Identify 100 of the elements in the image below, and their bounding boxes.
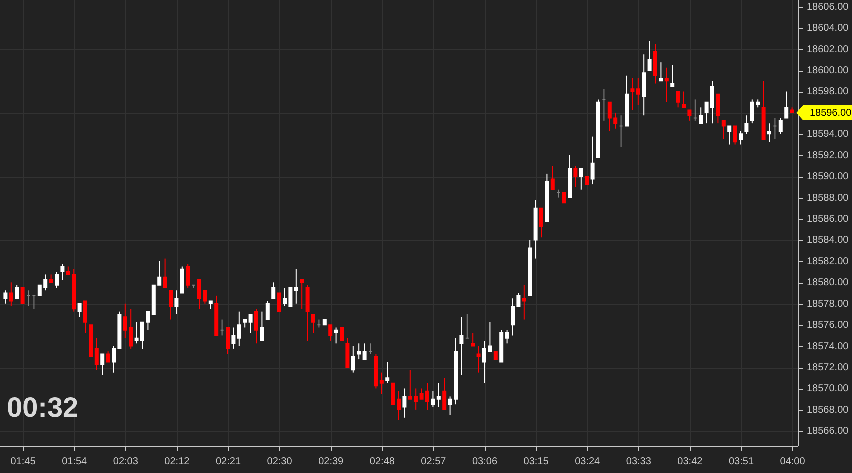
candlestick	[260, 311, 264, 342]
candlestick	[84, 300, 88, 334]
candlestick	[636, 78, 640, 106]
candlestick	[716, 94, 720, 124]
candlestick	[590, 136, 595, 186]
y-tick-label: 18568.00	[807, 404, 850, 416]
candlestick	[664, 67, 669, 103]
candlestick	[20, 287, 25, 304]
candlestick	[306, 284, 310, 342]
candlestick	[272, 282, 276, 300]
candlestick	[733, 126, 738, 146]
y-tick-label: 18606.00	[807, 2, 850, 13]
x-tick-label: 03:24	[575, 456, 601, 468]
candlestick	[784, 91, 789, 119]
candlestick	[237, 311, 242, 347]
candlestick	[699, 107, 704, 124]
candlestick	[351, 346, 356, 374]
candlestick	[174, 290, 179, 315]
candlestick	[163, 258, 168, 288]
annotation: 00:32	[7, 392, 79, 423]
candlestick	[277, 292, 282, 312]
candlestick	[226, 327, 230, 355]
x-tick-label: 01:54	[62, 456, 88, 468]
candlestick	[340, 327, 344, 342]
y-tick-label: 18600.00	[807, 66, 850, 77]
x-tick-label: 03:51	[728, 456, 754, 468]
y-tick-label: 18602.00	[807, 44, 850, 56]
candlestick	[346, 338, 350, 368]
x-tick-label: 02:30	[267, 456, 293, 468]
candlestick	[180, 266, 184, 294]
x-tick-label: 02:57	[421, 456, 447, 468]
candlestick	[778, 118, 783, 135]
candlestick	[94, 338, 99, 371]
y-tick-label: 18588.00	[807, 192, 850, 204]
candlestick	[254, 308, 258, 344]
x-tick-label: 02:03	[113, 456, 139, 468]
y-tick-label: 18576.00	[807, 320, 850, 332]
y-tick-label: 18566.00	[807, 426, 850, 438]
candlestick	[676, 91, 680, 108]
candlestick	[362, 343, 367, 360]
candlestick	[550, 165, 555, 190]
candlestick	[55, 272, 59, 288]
candlestick	[78, 303, 82, 318]
candlestick	[654, 44, 658, 84]
candlestick	[648, 40, 652, 72]
candlestick	[431, 390, 436, 408]
candlestick	[300, 280, 304, 310]
candlestick	[744, 115, 749, 135]
y-tick-label: 18592.00	[807, 150, 850, 162]
annotation: 18596.00	[810, 108, 852, 119]
candlestick	[248, 314, 253, 334]
candlestick	[688, 110, 692, 122]
candlestick	[402, 388, 407, 418]
y-tick-label: 18574.00	[807, 341, 850, 352]
candlestick	[682, 91, 686, 108]
candlestick	[334, 327, 338, 344]
y-tick-label: 18570.00	[807, 384, 850, 395]
candlestick	[380, 372, 384, 395]
candlestick	[579, 168, 584, 190]
candlestick	[642, 54, 646, 116]
candlestick	[659, 62, 664, 82]
y-tick-label: 18598.00	[807, 86, 850, 98]
candlestick	[436, 382, 441, 408]
candlestick	[386, 362, 390, 384]
candlestick	[476, 346, 481, 374]
candlestick	[100, 354, 105, 376]
candlestick	[471, 332, 476, 347]
candlestick	[505, 330, 510, 344]
candlestick	[294, 268, 298, 304]
candlestick	[670, 64, 675, 87]
candlestick	[60, 264, 65, 281]
x-tick-label: 02:12	[164, 456, 190, 468]
candlestick	[562, 192, 566, 204]
y-tick-label: 18604.00	[807, 23, 850, 34]
candlestick	[9, 282, 14, 308]
candlestick	[312, 314, 316, 334]
candlestick	[574, 165, 578, 188]
y-tick-label: 18594.00	[807, 129, 850, 140]
x-tick-label: 02:39	[318, 456, 344, 468]
x-tick-label: 03:42	[678, 456, 704, 468]
candlestick	[768, 123, 772, 143]
candlestick	[522, 284, 526, 320]
x-tick-label: 03:06	[472, 456, 498, 468]
candlestick	[739, 131, 743, 146]
candlestick	[442, 378, 447, 410]
candlestick	[106, 351, 110, 363]
y-tick-label: 18584.00	[807, 235, 850, 246]
candlestick	[728, 126, 732, 146]
candlestick	[722, 120, 726, 140]
x-tick-label: 03:33	[626, 456, 652, 468]
y-tick-label: 18590.00	[807, 172, 850, 183]
y-tick-label: 18578.00	[807, 298, 850, 310]
x-tick-label: 02:48	[370, 456, 396, 468]
candlestick	[169, 290, 173, 320]
x-tick-label: 02:21	[216, 456, 242, 468]
candlestick	[4, 290, 8, 304]
x-tick-label: 03:15	[524, 456, 550, 468]
candlestick	[232, 327, 236, 350]
y-tick-label: 18572.00	[807, 362, 850, 374]
candlestick	[460, 316, 464, 376]
